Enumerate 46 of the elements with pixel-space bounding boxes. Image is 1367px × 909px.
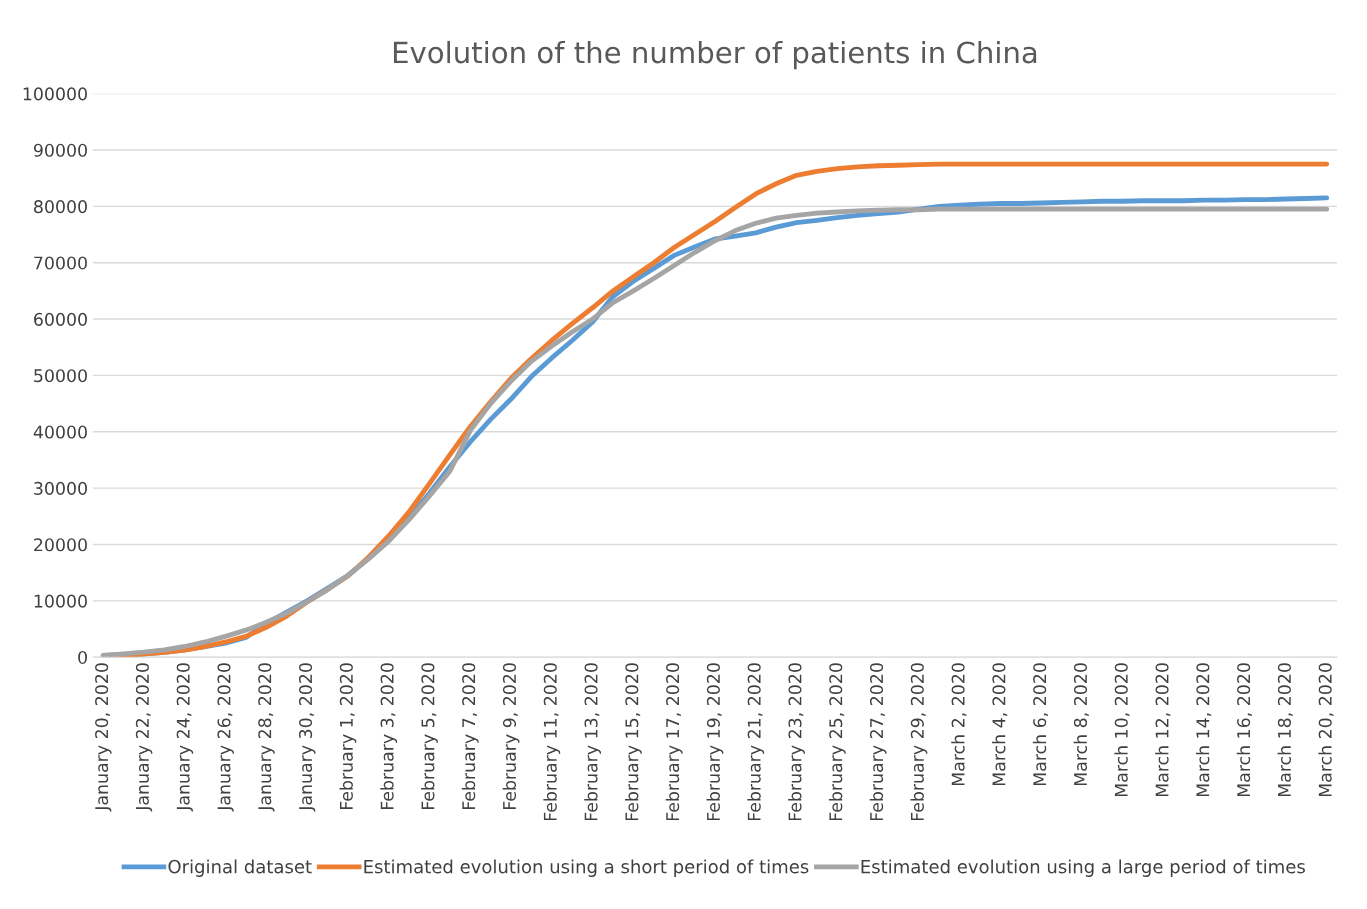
legend-label: Estimated evolution using a short period of times: [364, 859, 809, 877]
legend-label: Estimated evolution using a large period of times: [861, 859, 1305, 877]
x-tick-label: February 11, 2020: [543, 663, 561, 821]
x-tick-label: February 19, 2020: [706, 663, 724, 821]
x-tick-label: January 22, 2020: [135, 663, 153, 812]
x-tick-label: January 26, 2020: [217, 663, 234, 812]
y-tick-label: 40000: [33, 425, 87, 439]
legend-label: Original dataset: [168, 859, 312, 877]
x-tick-label: February 9, 2020: [502, 663, 520, 810]
x-tick-label: February 29, 2020: [910, 663, 928, 821]
x-tick-label: February 3, 2020: [380, 663, 398, 810]
x-tick-label: February 15, 2020: [624, 663, 642, 821]
y-tick-label: 10000: [34, 594, 87, 608]
x-tick-label: February 25, 2020: [828, 663, 846, 821]
x-tick-label: March 16, 2020: [1236, 663, 1252, 797]
y-tick-label: 50000: [34, 369, 87, 383]
x-tick-label: February 5, 2020: [421, 663, 438, 810]
x-tick-label: February 27, 2020: [869, 663, 887, 821]
x-tick-label: March 8, 2020: [1073, 663, 1089, 786]
y-tick-label: 90000: [33, 143, 87, 157]
x-tick-label: March 20, 2020: [1318, 663, 1334, 797]
y-tick-label: 0: [78, 650, 87, 665]
x-tick-label: March 14, 2020: [1195, 663, 1212, 797]
x-tick-label: January 20, 2020: [95, 663, 112, 812]
x-tick-label: February 13, 2020: [584, 663, 601, 821]
x-tick-label: March 12, 2020: [1155, 663, 1171, 797]
x-tick-label: January 28, 2020: [258, 663, 275, 812]
x-tick-label: March 2, 2020: [951, 663, 967, 786]
y-tick-label: 70000: [34, 256, 87, 270]
y-tick-label: 100000: [23, 87, 87, 101]
x-tick-label: January 24, 2020: [176, 663, 194, 812]
x-tick-label: March 4, 2020: [992, 663, 1008, 786]
y-tick-label: 20000: [34, 538, 87, 552]
x-tick-label: March 18, 2020: [1277, 663, 1293, 797]
x-tick-label: March 6, 2020: [1032, 663, 1049, 786]
y-tick-label: 30000: [34, 481, 87, 495]
x-tick-label: February 21, 2020: [747, 663, 765, 821]
x-tick-label: February 17, 2020: [665, 663, 683, 821]
y-tick-label: 60000: [34, 312, 87, 326]
x-tick-label: March 10, 2020: [1114, 663, 1130, 797]
x-tick-label: February 1, 2020: [339, 663, 357, 810]
x-tick-label: February 23, 2020: [788, 663, 805, 821]
y-tick-label: 80000: [34, 200, 87, 214]
chart-title: Evolution of the number of patients in China: [393, 40, 1037, 70]
x-tick-label: January 30, 2020: [298, 663, 316, 812]
x-tick-label: February 7, 2020: [461, 663, 479, 810]
